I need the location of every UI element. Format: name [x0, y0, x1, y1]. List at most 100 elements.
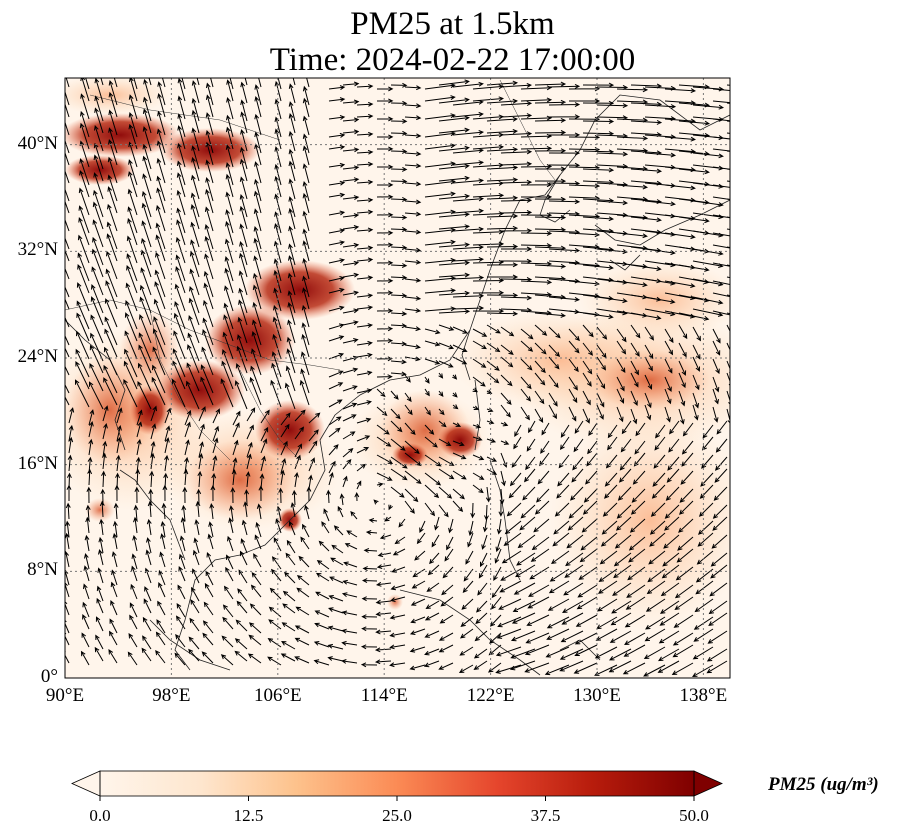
wind-arrow	[328, 115, 346, 120]
wind-arrow	[692, 392, 699, 409]
wind-arrow	[651, 484, 666, 499]
wind-arrow	[128, 94, 138, 120]
wind-arrow	[148, 488, 154, 506]
wind-arrow	[438, 468, 455, 480]
wind-arrow	[390, 390, 399, 400]
wind-arrow	[520, 376, 532, 390]
wind-arrow	[500, 344, 514, 355]
wind-arrow	[65, 187, 70, 202]
wind-arrow	[404, 277, 422, 283]
wind-arrow	[271, 556, 282, 570]
wind-arrow	[318, 540, 330, 552]
wind-arrow	[245, 471, 251, 488]
wind-arrow	[189, 250, 200, 278]
wind-arrow	[712, 100, 730, 104]
wind-arrow	[152, 364, 166, 394]
wind-arrow	[548, 132, 581, 138]
wind-arrow	[491, 584, 502, 599]
wind-arrow	[715, 438, 728, 453]
wind-arrow	[646, 580, 666, 595]
wind-arrow	[294, 409, 306, 422]
wind-arrow	[129, 78, 138, 102]
wind-arrow	[627, 566, 646, 581]
wind-arrow	[294, 471, 299, 488]
wind-arrow	[103, 377, 118, 406]
wind-arrow	[596, 374, 606, 390]
wind-arrow	[207, 533, 214, 550]
wind-arrow	[156, 157, 166, 184]
wind-arrow	[141, 202, 152, 230]
wind-arrow	[156, 140, 166, 166]
wind-arrow	[486, 195, 519, 201]
wind-arrow	[390, 82, 408, 88]
wind-arrow	[697, 520, 714, 535]
wind-arrow	[127, 651, 138, 666]
wind-arrow	[692, 646, 714, 660]
wind-arrow	[80, 93, 90, 120]
wind-arrow	[246, 441, 253, 458]
wind-arrow	[226, 554, 234, 570]
wind-arrow	[159, 551, 166, 568]
wind-arrow	[80, 650, 90, 666]
wind-arrow	[452, 500, 464, 513]
wind-arrow	[107, 203, 118, 232]
wind-arrow	[568, 504, 584, 519]
wind-arrow	[548, 199, 581, 205]
wind-arrow	[288, 148, 296, 170]
colorbar-max-extend	[693, 770, 723, 797]
wind-arrow	[301, 304, 310, 328]
wind-arrow	[486, 360, 500, 371]
graticule	[65, 78, 730, 678]
wind-arrow	[377, 552, 392, 558]
wind-arrow	[434, 516, 440, 531]
wind-arrow	[356, 149, 374, 155]
wind-arrow	[177, 584, 186, 600]
wind-arrow	[65, 120, 70, 136]
wind-arrow	[452, 440, 465, 447]
wind-arrow	[424, 95, 456, 102]
wind-arrow	[105, 268, 118, 298]
wind-arrow	[108, 91, 118, 118]
wind-arrow	[404, 404, 413, 416]
wind-arrow	[596, 326, 608, 340]
wind-arrow	[474, 630, 488, 642]
wind-arrow	[100, 78, 104, 86]
wind-arrow	[441, 584, 454, 596]
wind-arrow	[79, 122, 90, 150]
wind-arrow	[189, 268, 200, 296]
wind-arrow	[678, 120, 711, 126]
wind-arrow	[342, 290, 360, 296]
wind-arrow	[500, 392, 512, 406]
wind-arrow	[328, 382, 344, 390]
wind-arrow	[692, 344, 701, 360]
wind-arrow	[287, 319, 296, 344]
wind-arrow	[701, 436, 714, 451]
wind-arrow	[288, 225, 296, 248]
wind-arrow	[155, 251, 166, 280]
wind-arrow	[376, 230, 394, 236]
wind-arrow	[404, 308, 422, 313]
wind-arrow	[288, 130, 296, 152]
wind-arrow	[390, 100, 408, 106]
wind-arrow	[84, 552, 90, 570]
wind-arrow	[280, 440, 288, 456]
wind-arrow	[664, 136, 697, 142]
wind-arrow	[110, 581, 118, 598]
wind-arrow	[706, 648, 728, 662]
wind-arrow	[133, 504, 139, 522]
wind-arrow	[496, 628, 522, 639]
wind-arrow	[91, 284, 104, 314]
wind-arrow	[424, 358, 441, 365]
wind-arrow	[177, 113, 186, 138]
wind-arrow	[726, 180, 730, 182]
wind-arrow	[629, 518, 646, 533]
wind-arrow	[404, 500, 415, 514]
wind-arrow	[112, 532, 118, 550]
wind-arrow	[173, 312, 186, 342]
latitude-tick-label: 0°	[40, 666, 58, 687]
wind-arrow	[461, 598, 474, 610]
wind-arrow	[644, 404, 652, 421]
wind-arrow	[653, 454, 666, 469]
wind-arrow	[270, 379, 282, 408]
